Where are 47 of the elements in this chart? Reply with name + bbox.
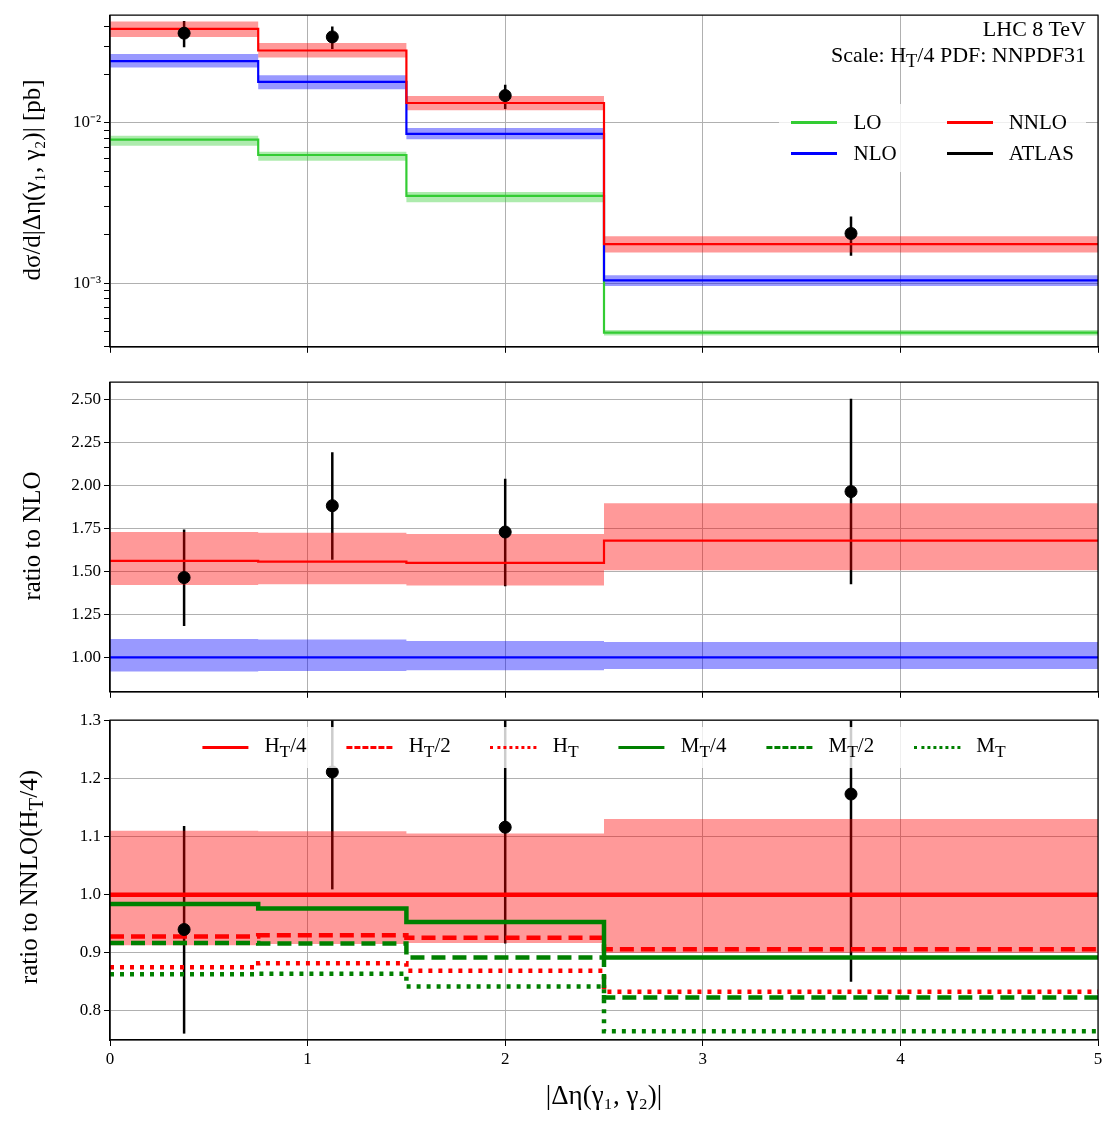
x-tick-label: 2 bbox=[500, 1048, 510, 1068]
y-tick-label: 1.75 bbox=[71, 517, 101, 537]
annotation: LHC 8 TeV bbox=[982, 16, 1086, 42]
point bbox=[844, 787, 858, 801]
legend-label: M$_{T}$/2 bbox=[828, 733, 875, 763]
x-tick-label: 5 bbox=[1093, 1048, 1103, 1068]
x-tick-label: 3 bbox=[698, 1048, 708, 1068]
legend-label: ATLAS bbox=[1008, 141, 1074, 167]
point bbox=[177, 923, 191, 937]
point bbox=[844, 485, 858, 499]
annotation: Scale: H$_{T}$/4 PDF: NNPDF31 bbox=[830, 42, 1086, 74]
y-tick-label: 10⁻³ bbox=[72, 272, 101, 292]
y-tick-label: 1.00 bbox=[71, 646, 101, 666]
point bbox=[498, 89, 512, 103]
legend-label: M$_{T}$/4 bbox=[680, 733, 727, 763]
y-tick-label: 0.8 bbox=[79, 1000, 101, 1020]
point bbox=[177, 26, 191, 40]
legend-label: NLO bbox=[853, 141, 897, 167]
y-axis-title: dσ/d|Δη(γ₁, γ₂)| [pb] bbox=[18, 79, 46, 281]
point bbox=[498, 820, 512, 834]
y-tick-label: 1.50 bbox=[71, 560, 101, 580]
x-axis-title: |Δη(γ₁, γ₂)| bbox=[545, 1080, 663, 1111]
y-axis-title: ratio to NLO bbox=[18, 471, 46, 601]
point bbox=[325, 30, 339, 44]
point bbox=[498, 525, 512, 539]
point bbox=[844, 226, 858, 240]
legend-label: H$_{T}$ bbox=[552, 733, 579, 763]
y-tick-label: 2.50 bbox=[71, 388, 101, 408]
y-tick-label: 1.3 bbox=[79, 709, 101, 729]
x-tick-label: 4 bbox=[896, 1048, 906, 1068]
x-tick-label: 0 bbox=[105, 1048, 115, 1068]
y-tick-label: 1.0 bbox=[79, 884, 101, 904]
y-tick-label: 10⁻² bbox=[72, 112, 101, 132]
point bbox=[177, 571, 191, 585]
x-tick-label: 1 bbox=[303, 1048, 312, 1068]
y-tick-label: 2.00 bbox=[71, 474, 101, 494]
y-tick-label: 1.2 bbox=[79, 767, 101, 787]
y-tick-label: 1.25 bbox=[71, 603, 101, 623]
y-tick-label: 2.25 bbox=[71, 431, 101, 451]
y-tick-label: 1.1 bbox=[79, 825, 101, 845]
legend-label: LO bbox=[853, 110, 882, 136]
legend-label: M$_{T}$ bbox=[976, 733, 1006, 763]
legend-label: NNLO bbox=[1008, 110, 1067, 136]
point bbox=[325, 499, 339, 513]
legend-label: H$_{T}$/4 bbox=[264, 733, 307, 763]
legend-label: H$_{T}$/2 bbox=[408, 733, 451, 763]
y-tick-label: 0.9 bbox=[79, 942, 101, 962]
